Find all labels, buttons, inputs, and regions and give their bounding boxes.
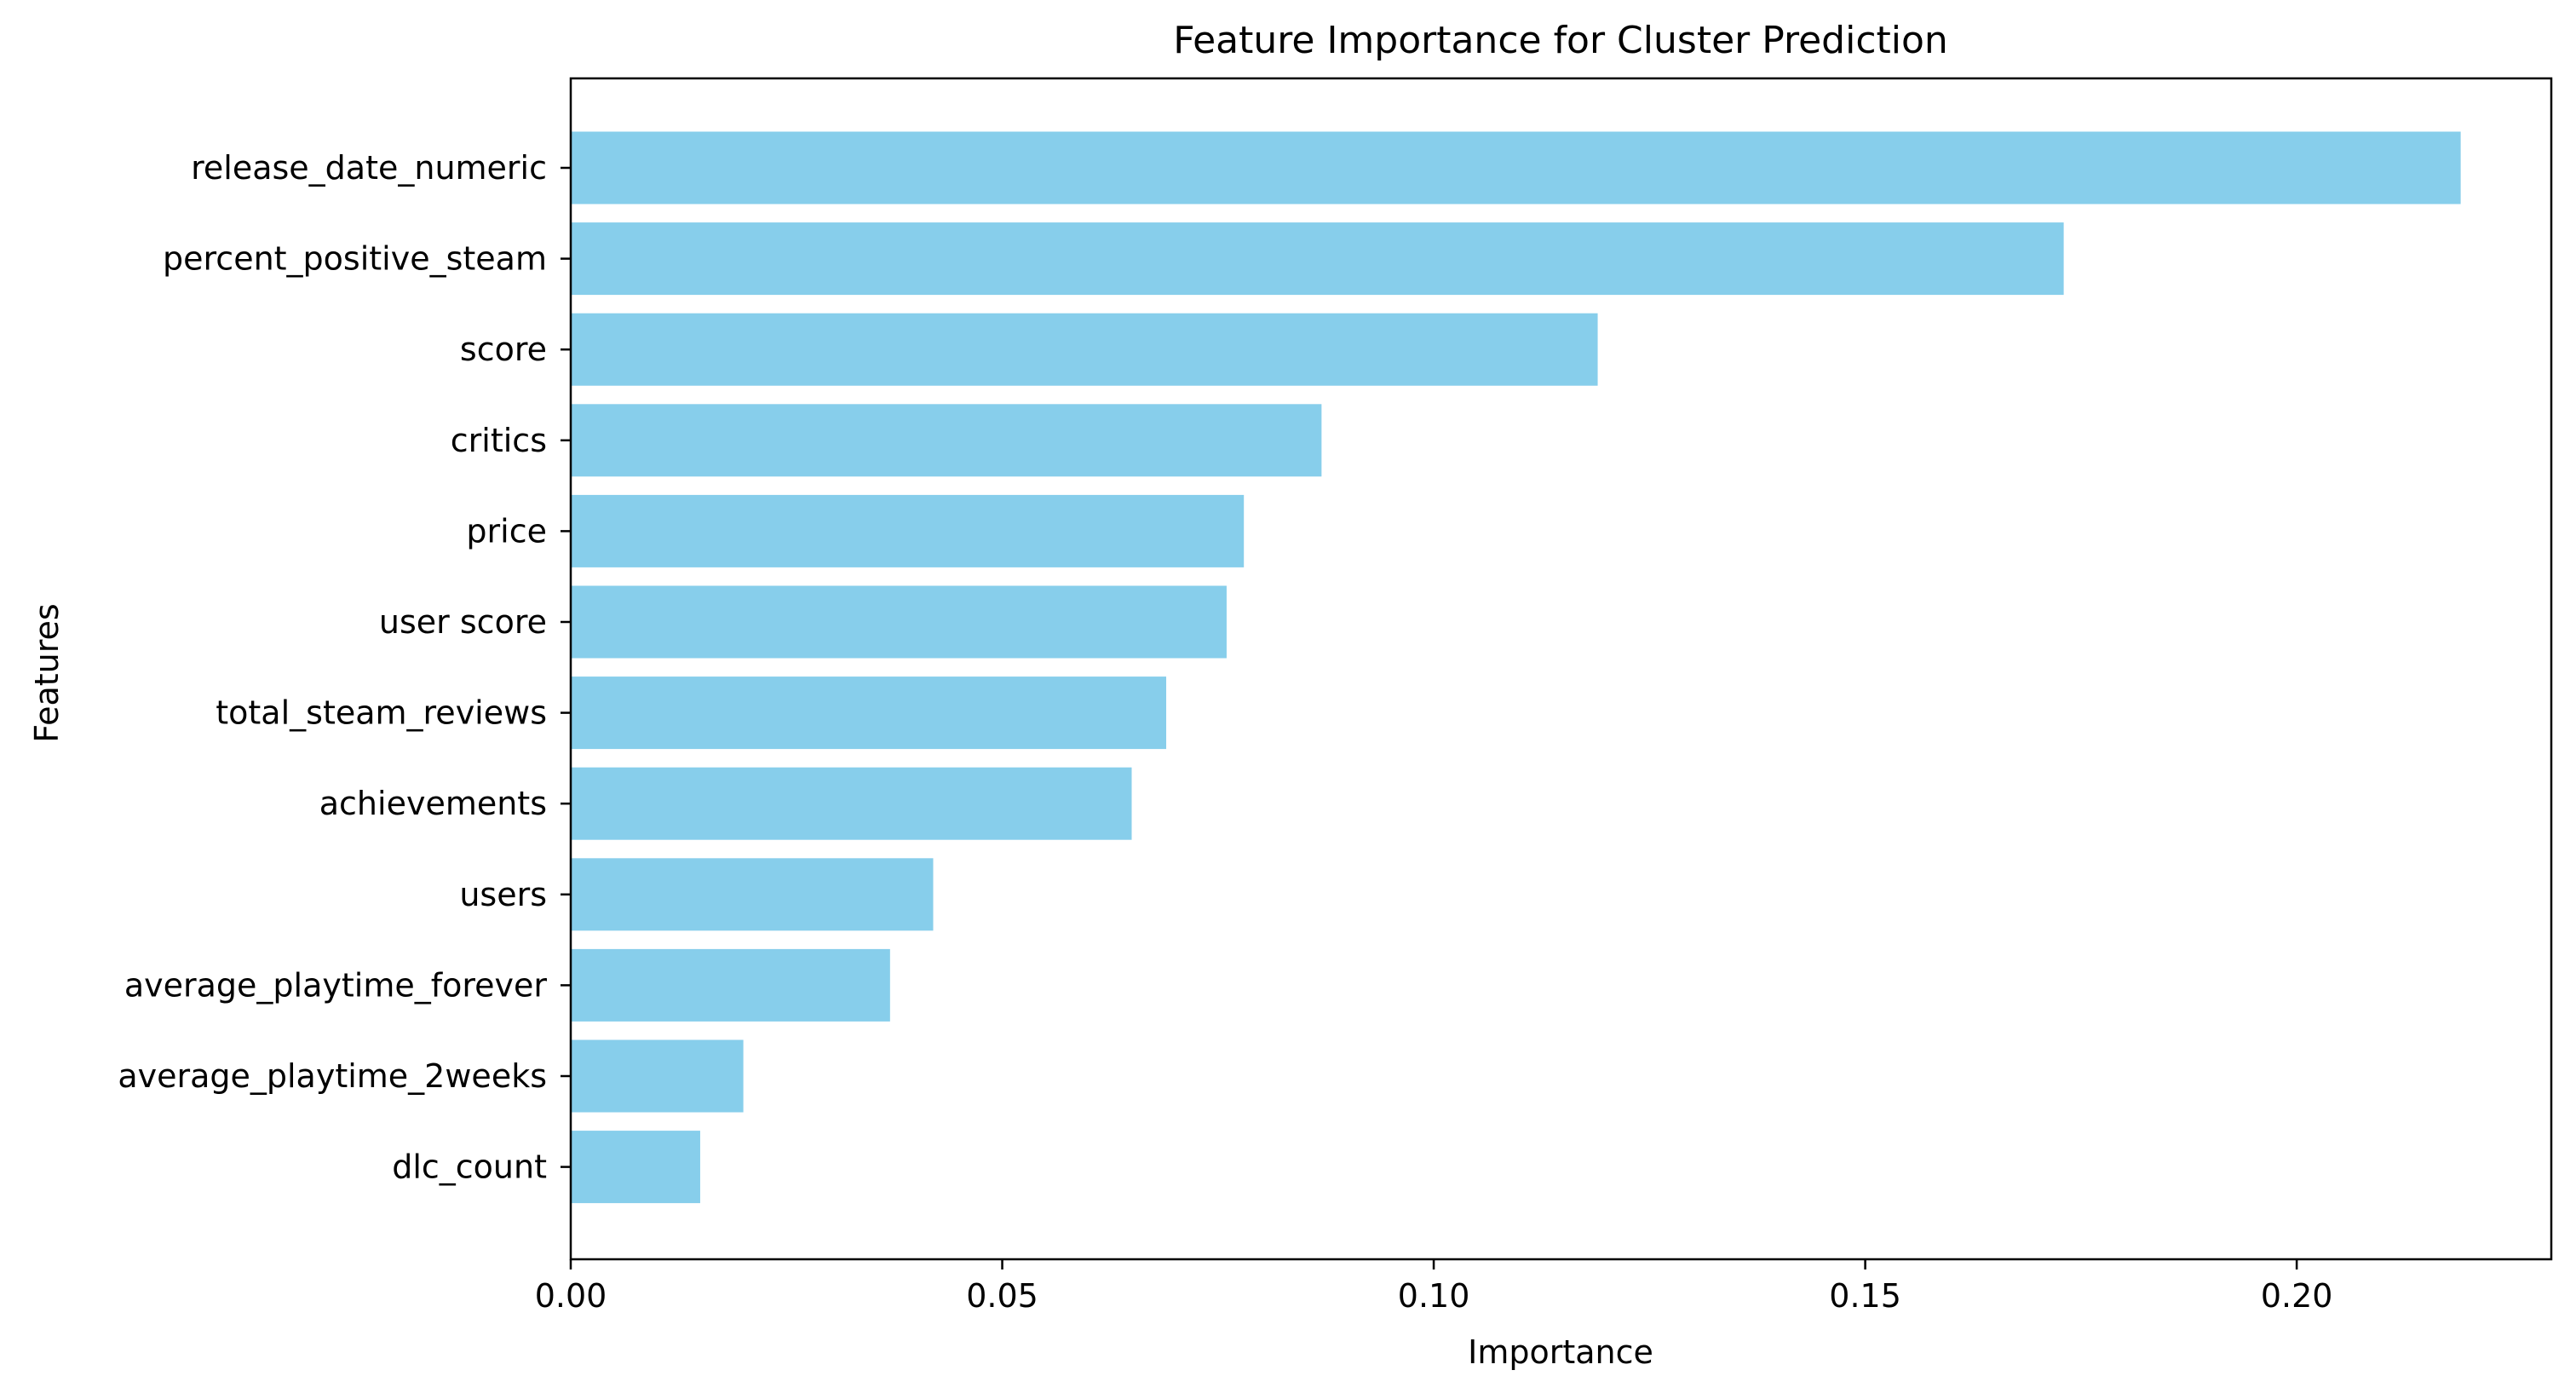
x-axis-ticks: 0.00 0.05 0.10 0.15 0.20 xyxy=(535,1259,2333,1315)
y-tick-label: users xyxy=(459,876,547,913)
bar-average-playtime-forever xyxy=(571,948,890,1022)
y-tick-label: percent_positive_steam xyxy=(163,240,547,278)
x-tick-label: 0.10 xyxy=(1398,1277,1470,1315)
y-tick-label: dlc_count xyxy=(392,1149,547,1186)
x-tick-label: 0.00 xyxy=(535,1277,607,1315)
y-tick-label: score xyxy=(460,331,547,368)
bar-dlc-count xyxy=(571,1131,700,1204)
y-tick-label: average_playtime_forever xyxy=(124,966,548,1004)
bar-total-steam-reviews xyxy=(571,676,1167,750)
y-tick-label: price xyxy=(466,512,547,550)
y-tick-label: critics xyxy=(451,422,547,459)
x-tick-label: 0.05 xyxy=(966,1277,1038,1315)
y-tick-label: release_date_numeric xyxy=(191,149,547,187)
bar-percent-positive-steam xyxy=(571,222,2064,296)
bar-release-date-numeric xyxy=(571,131,2461,204)
bars-group xyxy=(571,131,2461,1204)
x-tick-label: 0.20 xyxy=(2261,1277,2333,1315)
x-tick-label: 0.15 xyxy=(1829,1277,1901,1315)
bar-achievements xyxy=(571,767,1132,840)
y-axis-label: Features xyxy=(28,603,66,742)
y-tick-label: total_steam_reviews xyxy=(216,694,547,732)
bar-critics xyxy=(571,404,1322,477)
plot-frame xyxy=(569,77,2553,1261)
x-axis-label: Importance xyxy=(1468,1333,1653,1371)
y-tick-label: average_playtime_2weeks xyxy=(118,1057,547,1095)
bar-score xyxy=(571,313,1598,386)
bar-average-playtime-2weeks xyxy=(571,1039,744,1113)
y-tick-label: achievements xyxy=(319,785,547,822)
bar-price xyxy=(571,494,1245,567)
chart-title: Feature Importance for Cluster Predictio… xyxy=(1173,19,1948,62)
y-axis-ticks: release_date_numeric percent_positive_ste… xyxy=(118,149,571,1186)
bar-user-score xyxy=(571,585,1227,659)
bar-users xyxy=(571,858,934,931)
y-tick-label: user score xyxy=(379,603,547,641)
